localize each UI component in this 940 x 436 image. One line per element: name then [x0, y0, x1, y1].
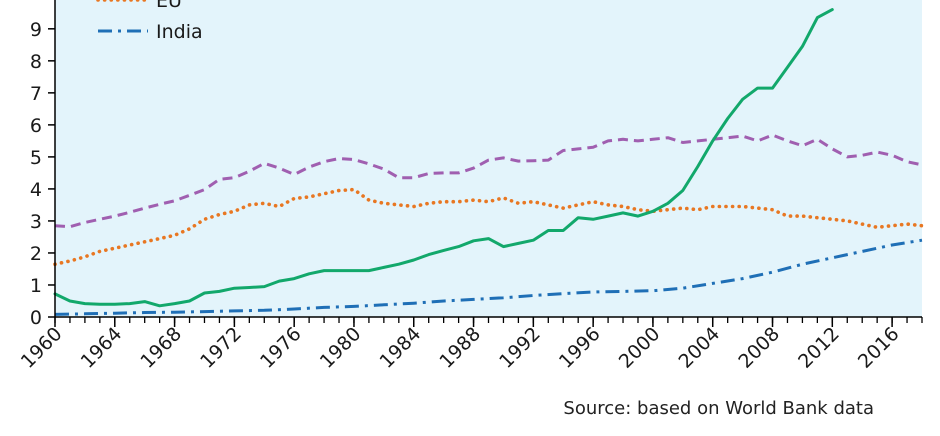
x-tick-label: 2004 — [675, 323, 725, 373]
y-tick-label: 4 — [30, 179, 42, 201]
y-tick-label: 7 — [30, 83, 42, 105]
plot-background — [55, 0, 922, 317]
x-tick-label: 1960 — [17, 323, 67, 373]
x-tick-label: 1968 — [136, 323, 186, 373]
y-tick-label: 1 — [30, 275, 42, 297]
series-line-0 — [54, 133, 923, 229]
x-tick-label: 1976 — [256, 323, 306, 373]
x-tick-label: 1988 — [435, 323, 485, 373]
y-tick-label: 3 — [30, 211, 42, 233]
y-tick-label: 9 — [30, 19, 42, 41]
x-tick-label: 1984 — [376, 323, 426, 373]
x-tick-label: 2012 — [794, 323, 844, 373]
x-tick-label: 1992 — [495, 323, 545, 373]
legend: EU India — [96, 0, 203, 43]
y-tick-label: 6 — [30, 115, 42, 137]
x-tick-label: 1980 — [316, 323, 366, 373]
x-tick-label: 1964 — [77, 323, 127, 373]
y-tick-label: 0 — [30, 307, 42, 329]
x-tick-label: 2016 — [854, 323, 904, 373]
series-line-1 — [53, 187, 924, 267]
y-tick-label: 2 — [30, 243, 42, 265]
source-note: Source: based on World Bank data — [563, 398, 874, 419]
series-layer — [53, 8, 924, 316]
legend-label-3: India — [156, 21, 203, 43]
legend-label-1: EU — [156, 0, 182, 12]
x-tick-label: 1996 — [555, 323, 605, 373]
x-tick-label: 2000 — [615, 323, 665, 373]
y-tick-label: 5 — [30, 147, 42, 169]
x-tick-label: 2008 — [734, 323, 784, 373]
x-tick-label: 1972 — [196, 323, 246, 373]
series-line-2 — [53, 8, 834, 308]
y-tick-label: 8 — [30, 51, 42, 73]
